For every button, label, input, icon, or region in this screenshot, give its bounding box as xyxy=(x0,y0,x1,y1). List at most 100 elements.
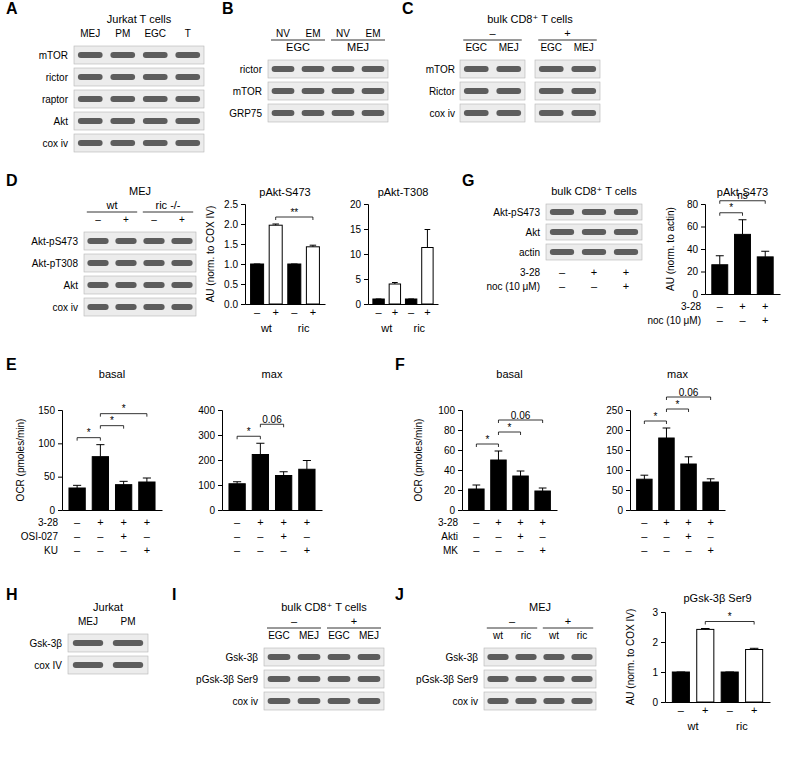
condition-label: 3-28 xyxy=(520,267,540,278)
y-tick-label: 1 xyxy=(652,667,658,678)
y-tick: 150 xyxy=(606,445,630,456)
error-bar xyxy=(408,299,414,300)
bar xyxy=(712,265,728,294)
blot-band xyxy=(87,304,108,310)
blot-band xyxy=(171,304,192,310)
chart-title: pAkt-T308 xyxy=(378,186,429,198)
blot-row-label: Akt xyxy=(64,280,79,291)
blot-strip xyxy=(484,692,596,710)
blot-row-label: actin xyxy=(519,247,540,258)
blot-band xyxy=(582,209,606,215)
blot-lane-label: ric xyxy=(577,630,588,641)
y-axis-line xyxy=(458,411,463,511)
condition-value: – xyxy=(304,530,311,542)
blot-row-label: pGsk-3β Ser9 xyxy=(416,674,478,685)
blot-lane-label: wt xyxy=(548,630,559,641)
error-bar xyxy=(517,471,525,476)
blot-band xyxy=(464,66,489,72)
x-axis-line xyxy=(463,510,558,511)
y-tick-label: 1.0 xyxy=(224,259,238,270)
blot-title: MEJ xyxy=(529,601,551,613)
error-bar xyxy=(272,224,279,225)
blot-strip xyxy=(484,670,596,688)
condition-value: + xyxy=(257,516,263,528)
y-tick: 0 xyxy=(209,505,222,516)
blot-group-label: + xyxy=(564,27,570,39)
plot-area xyxy=(69,445,155,510)
y-tick-label: 20 xyxy=(687,266,699,277)
y-tick-mark xyxy=(701,272,705,273)
blot-band xyxy=(496,66,521,72)
y-tick: 0 xyxy=(49,505,62,516)
y-tick-label: 50 xyxy=(44,471,56,482)
blot-band xyxy=(115,260,136,266)
chart-title: basal xyxy=(496,368,522,380)
condition-value: – xyxy=(591,280,598,292)
y-axis: 0.00.51.01.52.02.5 xyxy=(224,199,245,310)
condition-value: – xyxy=(641,516,648,528)
y-axis-line xyxy=(241,205,246,305)
blot-band xyxy=(571,88,596,94)
blot-band xyxy=(543,676,564,682)
y-tick-mark xyxy=(626,470,630,471)
y-tick: 1.0 xyxy=(224,259,245,270)
group-label: wt xyxy=(687,720,699,732)
x-axis: –+–+ xyxy=(666,703,771,716)
condition-value: + xyxy=(591,266,597,278)
significance-label: ** xyxy=(290,207,298,218)
blot-band xyxy=(328,654,351,660)
blot-band xyxy=(571,66,596,72)
figure: ABCDEFGHIJJurkat T cellsMEJPMEGCTmTORric… xyxy=(0,0,800,767)
error-bar xyxy=(716,256,724,265)
significance-label: 0.06 xyxy=(679,387,699,398)
plot-area xyxy=(251,224,320,304)
y-tick-mark xyxy=(241,284,245,285)
y-tick-mark xyxy=(661,672,665,673)
blot-row-label: Gsk-3β xyxy=(30,638,63,649)
x-axis xyxy=(223,510,323,511)
y-tick: 1 xyxy=(652,667,665,678)
condition-value: – xyxy=(708,530,715,542)
blot-strip xyxy=(268,104,388,122)
y-tick: 20 xyxy=(444,485,462,496)
y-tick-label: 200 xyxy=(606,425,623,436)
condition-value: – xyxy=(97,530,104,542)
plot-area xyxy=(712,220,773,294)
error-bar xyxy=(425,230,431,248)
y-axis: 050100150200250 xyxy=(606,405,630,516)
blot-lane-label: EGC xyxy=(465,42,487,53)
condition-value: + xyxy=(144,516,150,528)
significance-label: * xyxy=(247,426,251,437)
condition-label: Akti xyxy=(441,531,458,542)
condition-value: – xyxy=(717,314,724,326)
chart-title: max xyxy=(667,368,688,380)
y-tick-label: 300 xyxy=(198,430,215,441)
blot-band xyxy=(272,110,295,116)
bar-chart: 0123–+–+pGsk-3β Ser9AU (norm. to COX IV)… xyxy=(625,592,771,732)
error-bar xyxy=(677,672,686,673)
blot-strip xyxy=(460,82,525,100)
condition-value: + xyxy=(97,516,103,528)
blot-lane-label: ric xyxy=(521,630,532,641)
y-tick-mark xyxy=(364,204,368,205)
blot-title: bulk CD8⁺ T cells xyxy=(551,185,637,197)
condition-value: – xyxy=(495,544,502,556)
blot-lane-label: MEJ xyxy=(80,28,100,39)
y-tick-mark xyxy=(458,450,462,451)
error-bar xyxy=(725,672,734,673)
blot-lane-label: EGC xyxy=(144,28,166,39)
chart-title: max xyxy=(262,368,283,380)
blot-row-label: mTOR xyxy=(426,64,455,75)
condition-value: – xyxy=(74,544,81,556)
y-tick-mark xyxy=(458,430,462,431)
x-tick: – xyxy=(408,306,415,318)
y-tick-label: 60 xyxy=(687,221,699,232)
y-tick-label: 100 xyxy=(606,465,623,476)
panel-label: B xyxy=(222,0,234,17)
x-tick-label: + xyxy=(392,306,398,318)
blot-lane-label: EM xyxy=(306,28,321,39)
error-bar xyxy=(392,283,398,285)
condition-value: – xyxy=(234,544,241,556)
blot-strip xyxy=(84,276,196,294)
blot-band xyxy=(515,676,536,682)
